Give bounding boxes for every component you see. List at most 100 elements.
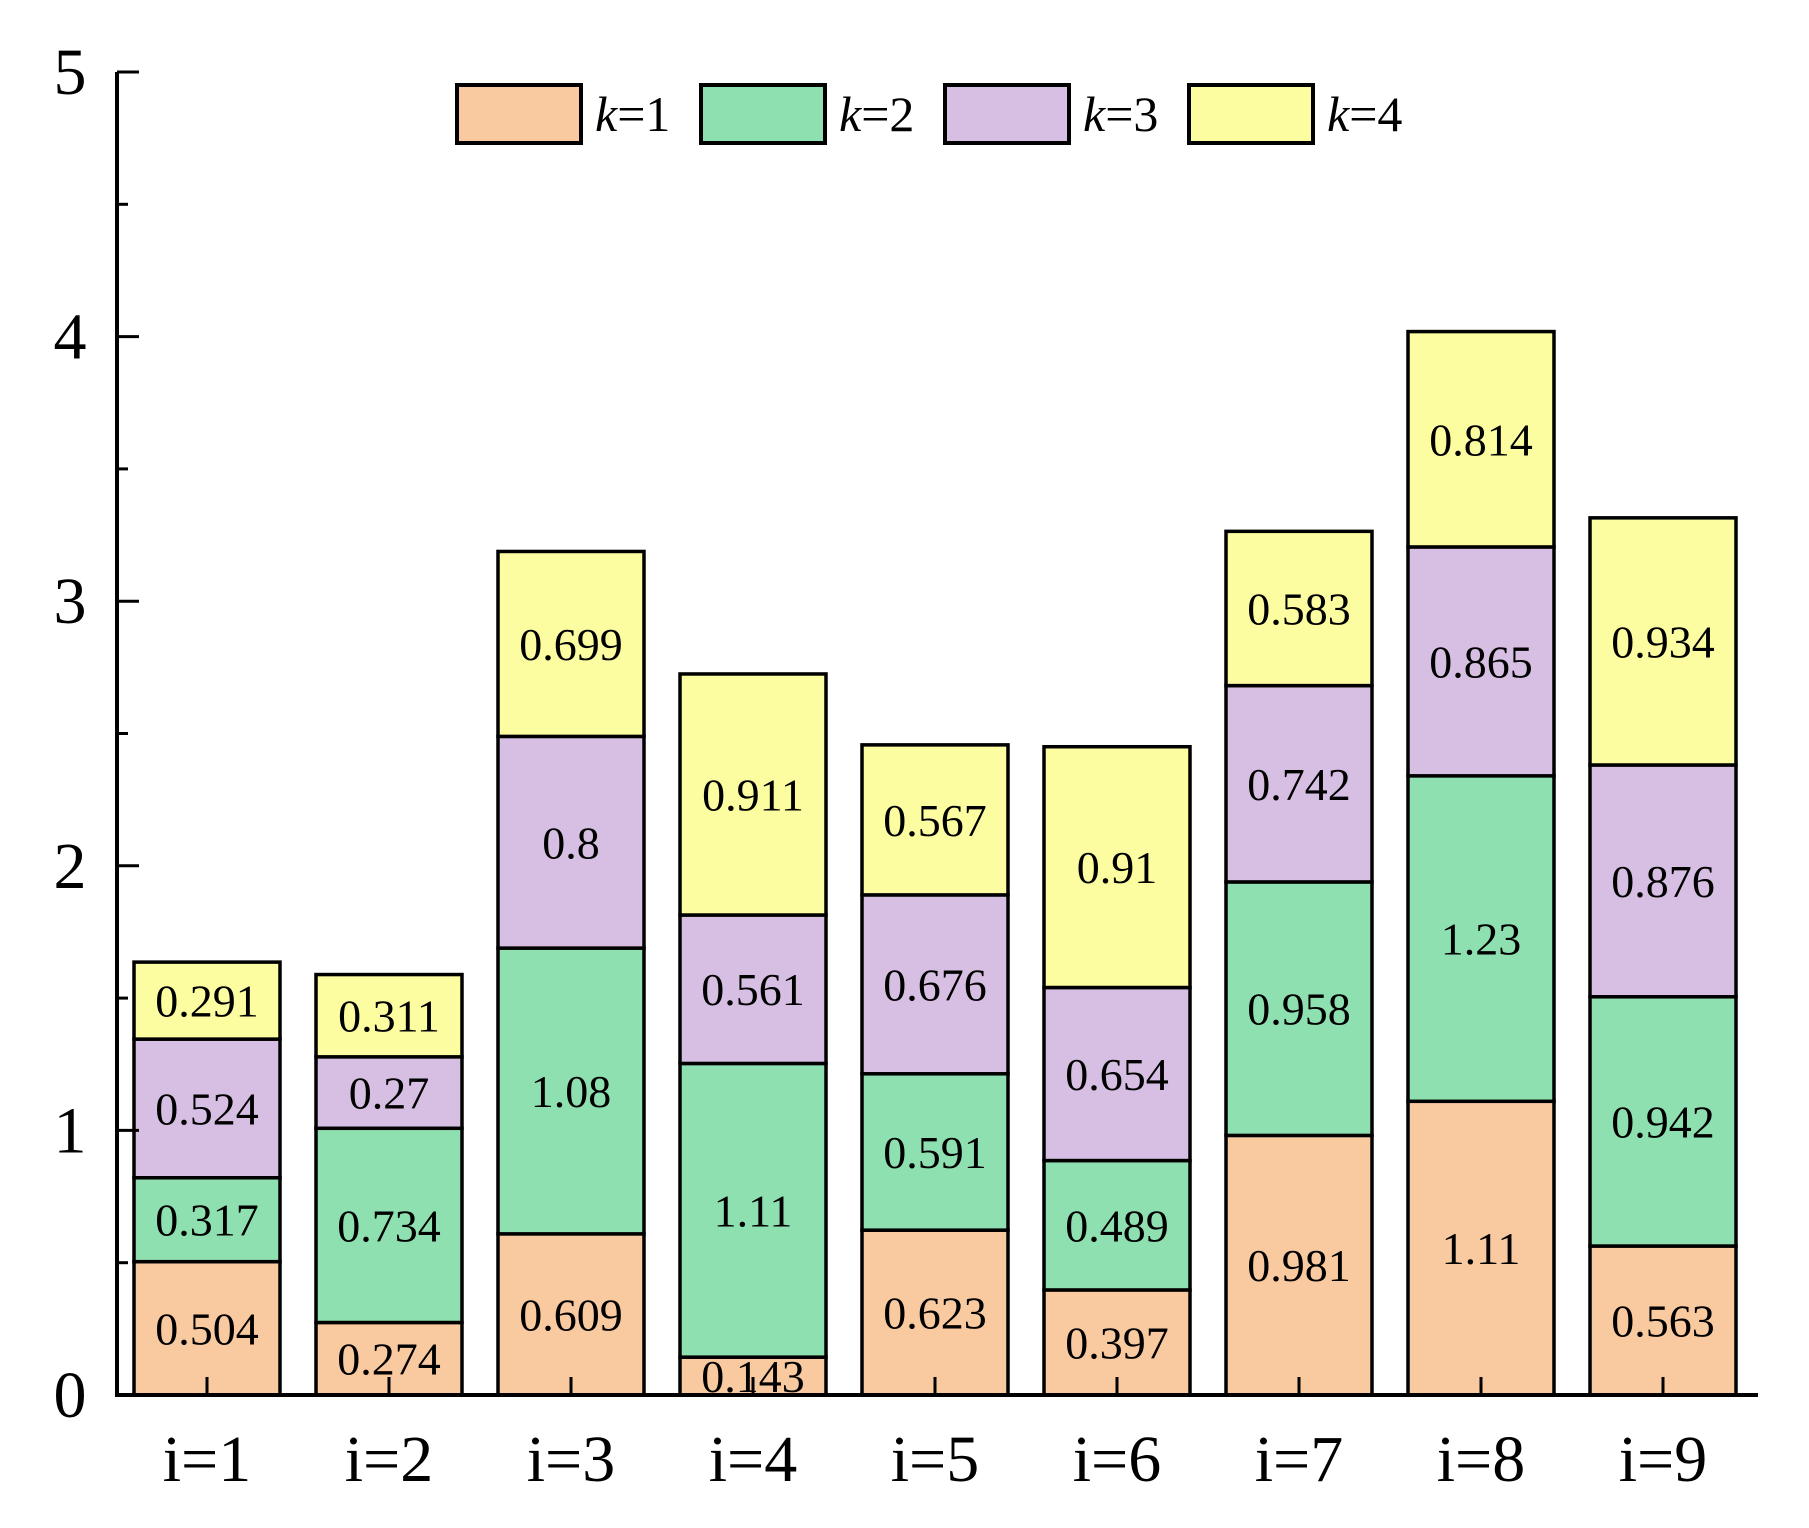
bar-stack-2: 0.274 0.734 0.27 0.311 [314, 972, 464, 1397]
bar-segment-i1-k4 [132, 960, 282, 1041]
x-tick-label-4: i=4 [709, 1423, 798, 1496]
y-tick-label-3: 3 [54, 565, 87, 638]
bar-segment-i4-k3 [678, 913, 828, 1066]
data-label-i6-k1: 0.397 [1065, 1317, 1169, 1368]
data-label-i3-k2: 1.08 [531, 1066, 612, 1117]
data-label-i7-k1: 0.981 [1247, 1240, 1351, 1291]
x-tick-label-5: i=5 [891, 1423, 980, 1496]
bar-segment-i9-k3 [1588, 763, 1738, 999]
data-label-i7-k3: 0.742 [1247, 759, 1351, 810]
data-label-i6-k4: 0.91 [1077, 842, 1158, 893]
legend-swatch-4 [1187, 83, 1315, 145]
data-label-i5-k1: 0.623 [883, 1288, 987, 1339]
data-label-i1-k2: 0.317 [155, 1195, 259, 1246]
data-label-i1-k4: 0.291 [155, 976, 259, 1027]
data-label-i3-k4: 0.699 [519, 619, 623, 670]
y-tick-label-5: 5 [54, 36, 87, 109]
bar-stack-8: 1.11 1.23 0.865 0.814 [1406, 329, 1556, 1397]
legend-item-1: k=1 [455, 83, 670, 145]
bar-segment-i8-k2 [1406, 774, 1556, 1104]
data-label-i3-k1: 0.609 [519, 1289, 623, 1340]
legend: k=1 k=2 k=3 k=4 [455, 83, 1402, 145]
y-tick-label-4: 4 [54, 301, 87, 374]
bar-stack-3: 0.609 1.08 0.8 0.699 [496, 549, 646, 1397]
data-label-i1-k3: 0.524 [155, 1083, 259, 1134]
x-tick-label-1: i=1 [163, 1423, 252, 1496]
bar-segment-i2-k3 [314, 1055, 464, 1131]
legend-label-4: k=4 [1327, 86, 1402, 142]
x-tick-label-8: i=8 [1437, 1423, 1526, 1496]
x-tick-label-6: i=6 [1073, 1423, 1162, 1496]
bar-segment-i9-k2 [1588, 995, 1738, 1248]
bar-segment-i2-k2 [314, 1126, 464, 1325]
legend-swatch-2 [699, 83, 827, 145]
data-label-i5-k4: 0.567 [883, 795, 987, 846]
data-label-i2-k4: 0.311 [338, 991, 440, 1042]
data-label-i7-k2: 0.958 [1247, 984, 1351, 1035]
data-label-i4-k2: 1.11 [714, 1185, 793, 1236]
legend-item-4: k=4 [1187, 83, 1402, 145]
x-tick-label-9: i=9 [1619, 1423, 1708, 1496]
legend-swatch-3 [943, 83, 1071, 145]
data-label-i8-k4: 0.814 [1429, 414, 1533, 465]
bar-segment-i1-k2 [132, 1176, 282, 1264]
bar-stacks: 0.5040.3170.5240.2910.2740.7340.270.3110… [132, 329, 1738, 1402]
legend-label-1: k=1 [595, 86, 670, 142]
x-tick-label-3: i=3 [527, 1423, 616, 1496]
data-label-i6-k2: 0.489 [1065, 1200, 1169, 1251]
data-label-i6-k3: 0.654 [1065, 1049, 1169, 1100]
bar-segment-i7-k4 [1224, 529, 1374, 688]
bar-segment-i8-k3 [1406, 545, 1556, 778]
y-tick-label-2: 2 [54, 830, 87, 903]
bar-segment-i3-k4 [496, 549, 646, 739]
bar-segment-i4-k2 [678, 1061, 828, 1359]
legend-label-2: k=2 [839, 86, 914, 142]
legend-item-3: k=3 [943, 83, 1158, 145]
data-label-i4-k3: 0.561 [701, 964, 805, 1015]
bar-stack-5: 0.623 0.591 0.676 0.567 [860, 743, 1010, 1397]
bar-segment-i3-k1 [496, 1232, 646, 1397]
data-label-i9-k2: 0.942 [1611, 1096, 1715, 1147]
legend-label-3: k=3 [1083, 86, 1158, 142]
data-label-i5-k3: 0.676 [883, 959, 987, 1010]
data-label-i4-k4: 0.911 [702, 769, 804, 820]
data-label-i2-k1: 0.274 [337, 1334, 441, 1385]
data-label-i9-k1: 0.563 [1611, 1296, 1715, 1347]
data-label-i8-k2: 1.23 [1441, 914, 1522, 965]
bar-segment-i4-k4 [678, 672, 828, 917]
axes: i=1 i=2 i=3 i=4 i=5 i=6 i=7 i=8 i=9 0 1 2 3 4 5 [54, 36, 1758, 1496]
bar-stack-9: 0.563 0.942 0.876 0.934 [1588, 516, 1738, 1397]
bar-segment-i9-k4 [1588, 516, 1738, 767]
bar-segment-i6-k2 [1042, 1158, 1192, 1292]
x-tick-label-7: i=7 [1255, 1423, 1344, 1496]
data-label-i9-k3: 0.876 [1611, 856, 1715, 907]
x-tick-label-2: i=2 [345, 1423, 434, 1496]
data-label-i9-k4: 0.934 [1611, 616, 1715, 667]
bar-stack-6: 0.397 0.489 0.654 0.91 [1042, 744, 1192, 1397]
data-label-i7-k4: 0.583 [1247, 583, 1351, 634]
bar-segment-i5-k3 [860, 893, 1010, 1076]
bar-segment-i1-k1 [132, 1259, 282, 1397]
bar-segment-i7-k2 [1224, 880, 1374, 1138]
bar-segment-i6-k4 [1042, 744, 1192, 990]
bar-stack-1: 0.504 0.317 0.524 0.291 [132, 960, 282, 1397]
data-label-i2-k2: 0.734 [337, 1200, 441, 1251]
bar-segment-i6-k3 [1042, 985, 1192, 1163]
data-label-i8-k1: 1.11 [1442, 1223, 1521, 1274]
data-label-i8-k3: 0.865 [1429, 636, 1533, 687]
legend-item-2: k=2 [699, 83, 914, 145]
bar-segment-i8-k4 [1406, 329, 1556, 549]
data-label-i2-k3: 0.27 [349, 1068, 430, 1119]
data-label-i1-k1: 0.504 [155, 1303, 259, 1354]
y-tick-label-0: 0 [54, 1359, 87, 1432]
y-tick-label-1: 1 [54, 1094, 87, 1167]
bar-stack-7: 0.981 0.958 0.742 0.583 [1224, 529, 1374, 1397]
bar-segment-i3-k3 [496, 734, 646, 950]
bar-segment-i2-k4 [314, 972, 464, 1059]
legend-swatch-1 [455, 83, 583, 145]
bar-segment-i7-k1 [1224, 1133, 1374, 1397]
data-label-i3-k3: 0.8 [542, 817, 600, 868]
